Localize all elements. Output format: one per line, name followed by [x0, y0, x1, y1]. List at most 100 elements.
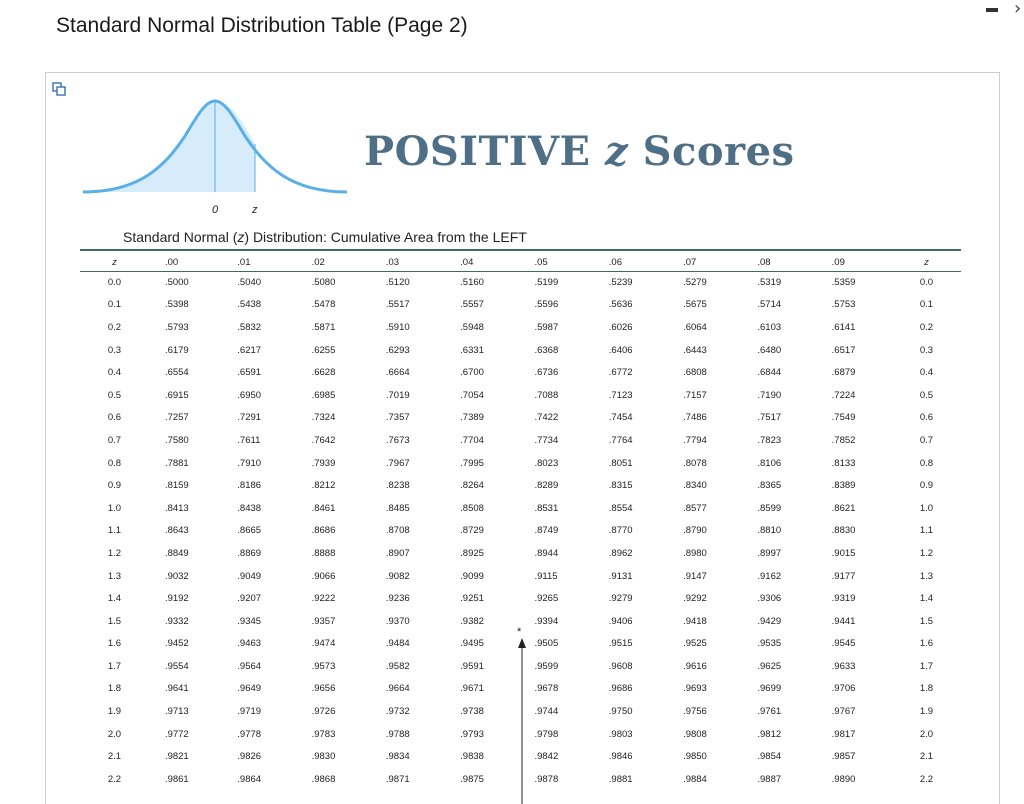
- table-cell: .8485: [385, 502, 410, 514]
- close-icon[interactable]: ›: [1014, 0, 1022, 19]
- table-top-rule: [80, 249, 961, 251]
- table-cell: .9495: [460, 638, 484, 650]
- table-cell: .9875: [460, 773, 484, 785]
- row-z: 0.3: [107, 344, 122, 356]
- table-cell: .9750: [608, 706, 633, 718]
- table-row: 1.9 .9713 .9719 .9726 .9732 .9738 .9744 .9750 .9…: [80, 700, 961, 723]
- table-cell: .6141: [831, 321, 856, 333]
- table-cell: .8849: [164, 547, 189, 559]
- table-cell: .5398: [164, 299, 189, 311]
- table-cell: .9878: [534, 773, 559, 785]
- table-cell: .7910: [237, 457, 262, 469]
- table-cell: .9706: [831, 683, 856, 695]
- table-cell: .7357: [385, 412, 410, 424]
- table-cell: .9846: [608, 751, 633, 763]
- table-cell: .7517: [757, 412, 782, 424]
- table-cell: .8621: [831, 502, 856, 514]
- row-z: 0.1: [107, 299, 122, 311]
- table-cell: .9756: [683, 706, 707, 718]
- table-row: 0.7 .7580 .7611 .7642 .7673 .7704 .7734 .7764 .7…: [80, 429, 961, 452]
- table-cell: .6950: [237, 389, 262, 401]
- table-cell: .8264: [460, 480, 484, 492]
- table-cell: .8365: [757, 480, 782, 492]
- copy-icon[interactable]: [52, 82, 66, 96]
- table-cell: .9279: [608, 593, 633, 605]
- column-header: .02: [311, 256, 325, 268]
- table-cell: .5080: [311, 276, 336, 288]
- table-cell: .7823: [757, 434, 782, 446]
- table-cell: .8830: [831, 525, 856, 537]
- table-cell: .6293: [385, 344, 410, 356]
- table-cell: .5987: [534, 321, 559, 333]
- row-z-right: 0.7: [919, 434, 934, 446]
- table-cell: .6103: [757, 321, 782, 333]
- table-cell: .7389: [460, 412, 484, 424]
- table-cell: .9066: [311, 570, 336, 582]
- table-cell: .7704: [460, 434, 484, 446]
- z-table: z .00 .01 .02 .03 .04 .05 .06 .07 .08 .09 z 0.0 .500…: [80, 253, 961, 791]
- table-body: 0.0 .5000 .5040 .5080 .5120 .5160 .5199 .5239 .5…: [80, 271, 961, 791]
- row-z-right: 0.2: [919, 321, 934, 333]
- table-cell: .9738: [460, 706, 484, 718]
- table-cell: .9582: [385, 660, 410, 672]
- table-cell: .9131: [608, 570, 633, 582]
- table-cell: .9830: [311, 751, 336, 763]
- table-cell: .6406: [608, 344, 633, 356]
- row-z: 1.5: [107, 615, 122, 627]
- row-z-right: 0.3: [919, 344, 934, 356]
- table-cell: .5636: [608, 299, 633, 311]
- table-cell: .6064: [683, 321, 707, 333]
- table-cell: .9656: [311, 683, 336, 695]
- table-cell: .5948: [460, 321, 484, 333]
- table-cell: .5910: [385, 321, 410, 333]
- table-cell: .6217: [237, 344, 262, 356]
- table-cell: .9192: [164, 593, 189, 605]
- table-cell: .6517: [831, 344, 856, 356]
- minimize-icon[interactable]: [986, 0, 998, 12]
- column-header: .07: [683, 256, 697, 268]
- table-cell: .6554: [164, 367, 189, 379]
- curve-label-z: z: [251, 204, 258, 216]
- table-cell: .8186: [237, 480, 262, 492]
- table-row: 0.4 .6554 .6591 .6628 .6664 .6700 .6736 .6772 .6…: [80, 361, 961, 384]
- table-cell: .9884: [683, 773, 707, 785]
- table-cell: .8159: [164, 480, 189, 492]
- row-z-right: 0.8: [919, 457, 934, 469]
- row-z: 1.4: [107, 593, 122, 605]
- table-cell: .8461: [311, 502, 336, 514]
- row-z: 0.2: [107, 321, 122, 333]
- row-z-right: 1.7: [919, 660, 934, 672]
- table-cell: .9864: [237, 773, 262, 785]
- table-cell: .8810: [757, 525, 782, 537]
- table-cell: .7852: [831, 434, 856, 446]
- row-z: 2.2: [107, 773, 122, 785]
- table-cell: .5239: [608, 276, 633, 288]
- table-cell: .9573: [311, 660, 336, 672]
- table-cell: .9713: [164, 706, 189, 718]
- table-cell: .6480: [757, 344, 782, 356]
- table-cell: .5753: [831, 299, 856, 311]
- table-row: 1.2 .8849 .8869 .8888 .8907 .8925 .8944 .8962 .8…: [80, 542, 961, 565]
- column-header: .00: [164, 256, 179, 268]
- arrow-marker: [518, 638, 526, 804]
- table-row: 1.8 .9641 .9649 .9656 .9664 .9671 .9678 .9686 .9…: [80, 678, 961, 701]
- table-cell: .7422: [534, 412, 559, 424]
- table-cell: .7794: [683, 434, 707, 446]
- caption-var: z: [237, 229, 245, 245]
- table-row: 0.2 .5793 .5832 .5871 .5910 .5948 .5987 .6026 .6…: [80, 316, 961, 339]
- row-z-right: 0.4: [919, 367, 934, 379]
- table-cell: .7190: [757, 389, 782, 401]
- table-row: 2.1 .9821 .9826 .9830 .9834 .9838 .9842 .9846 .9…: [80, 745, 961, 768]
- row-z-right: 1.3: [919, 570, 934, 582]
- table-row: 2.0 .9772 .9778 .9783 .9788 .9793 .9798 .9803 .9…: [80, 723, 961, 746]
- table-cell: .6368: [534, 344, 559, 356]
- table-cell: .9265: [534, 593, 559, 605]
- table-cell: .9032: [164, 570, 189, 582]
- table-cell: .8315: [608, 480, 633, 492]
- header-z-right: z: [924, 256, 929, 268]
- table-row: 1.4 .9192 .9207 .9222 .9236 .9251 .9265 .9279 .9…: [80, 587, 961, 610]
- table-cell: .8749: [534, 525, 559, 537]
- row-z-right: 0.0: [919, 276, 934, 288]
- table-row: 0.3 .6179 .6217 .6255 .6293 .6331 .6368 .6406 .6…: [80, 339, 961, 362]
- table-cell: .5596: [534, 299, 559, 311]
